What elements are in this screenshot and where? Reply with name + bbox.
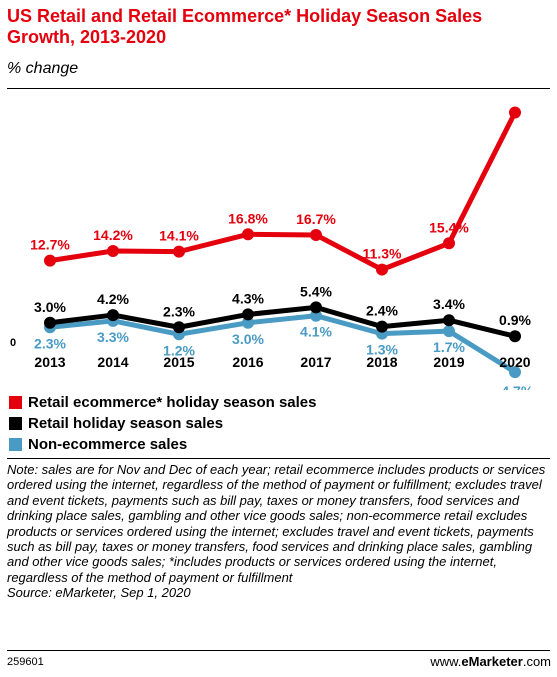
data-label-retail-2015: 2.3% [163,303,195,319]
data-label-ecommerce-2018: 11.3% [363,246,402,262]
point-retail-2018 [376,320,388,333]
top-rule [7,88,550,89]
point-retail-2020 [509,330,521,343]
series-line-ecommerce [49,111,518,273]
brand-suffix: .com [522,654,551,669]
point-retail-2015 [173,321,185,334]
point-retail-2014 [107,309,119,322]
point-ecommerce-2018 [376,263,388,276]
data-label-retail-2013: 3.0% [34,299,66,315]
x-tick-label-2014: 2014 [97,354,128,370]
data-label-ecommerce-2016: 16.8% [228,210,268,226]
footnote: Note: sales are for Nov and Dec of each … [7,462,552,601]
data-label-ecommerce-2019: 15.4% [429,219,469,235]
axis-layer: 0 2013 2014 2015 2016 2017 2018 2019 2020 [10,337,531,370]
x-tick-label-2013: 2013 [34,354,65,370]
line-chart: 0 2013 2014 2015 2016 2017 2018 2019 2020 12.7% 1… [10,106,534,390]
data-label-nonecommerce-2018: 1.3% [366,342,398,358]
chart-title: US Retail and Retail Ecommerce* Holiday … [7,6,483,47]
point-ecommerce-2019 [443,237,455,250]
legend-label-retail: Retail holiday season sales [28,415,224,432]
data-label-nonecommerce-2020: -4.7% [497,383,534,390]
point-retail-2019 [443,314,455,327]
x-tick-label-2020: 2020 [499,354,530,370]
label-layer: 12.7%14.2%14.1%16.8%16.7%11.3%15.4%35.8%… [30,210,534,390]
note-rule [7,458,550,459]
data-label-ecommerce-2014: 14.2% [93,227,133,243]
source-text: Source: eMarketer, Sep 1, 2020 [7,585,191,601]
point-retail-2017 [310,301,322,314]
point-nonecommerce-2019 [443,325,455,338]
x-tick-label-2019: 2019 [433,354,464,370]
point-ecommerce-2014 [107,244,119,257]
brand-link[interactable]: www.eMarketer.com [430,654,551,669]
data-label-nonecommerce-2013: 2.3% [34,335,66,351]
brand-prefix: www. [430,654,462,669]
zero-label: 0 [10,337,16,349]
data-label-retail-2020: 0.9% [499,312,531,328]
legend-item-retail: Retail holiday season sales [9,413,316,434]
data-label-ecommerce-2013: 12.7% [30,237,70,253]
footer-rule [7,650,550,651]
x-tick-label-2016: 2016 [232,354,263,370]
data-label-retail-2018: 2.4% [366,303,398,319]
point-nonecommerce-2016 [242,316,254,329]
data-label-nonecommerce-2019: 1.7% [433,339,465,355]
point-ecommerce-2015 [173,245,185,258]
x-tick-label-2017: 2017 [300,354,331,370]
data-label-retail-2016: 4.3% [232,290,264,306]
chart-subtitle: % change [7,60,79,77]
chart-id: 259601 [7,656,44,668]
brand-name: eMarketer [461,654,523,669]
point-nonecommerce-2017 [310,309,322,322]
point-ecommerce-2016 [242,228,254,241]
data-label-nonecommerce-2014: 3.3% [97,329,129,345]
point-retail-2013 [44,316,56,329]
series-line-nonecommerce [49,313,517,375]
series-layer [44,106,521,379]
x-tick-label-2018: 2018 [366,354,397,370]
point-retail-2016 [242,308,254,321]
legend-label-nonecommerce: Non-ecommerce sales [28,436,188,453]
point-ecommerce-2017 [310,228,322,241]
data-label-nonecommerce-2017: 4.1% [300,324,332,340]
legend-item-nonecommerce: Non-ecommerce sales [9,434,316,455]
data-label-ecommerce-2017: 16.7% [296,211,336,227]
point-ecommerce-2020 [509,106,521,119]
point-ecommerce-2013 [44,254,56,267]
point-nonecommerce-2020 [509,366,521,379]
data-label-retail-2019: 3.4% [433,296,465,312]
data-label-nonecommerce-2015: 1.2% [163,342,195,358]
legend: Retail ecommerce* holiday season sales R… [9,392,316,455]
series-line-retail [49,304,516,339]
legend-item-ecommerce: Retail ecommerce* holiday season sales [9,392,316,413]
data-label-ecommerce-2015: 14.1% [159,228,199,244]
x-tick-label-2015: 2015 [163,354,194,370]
legend-label-ecommerce: Retail ecommerce* holiday season sales [28,394,317,411]
data-label-nonecommerce-2016: 3.0% [232,331,264,347]
legend-swatch-nonecommerce [9,438,22,451]
note-text: Note: sales are for Nov and Dec of each … [7,462,546,585]
data-label-retail-2017: 5.4% [300,283,332,299]
data-label-retail-2014: 4.2% [97,291,129,307]
legend-swatch-retail [9,417,22,430]
legend-swatch-ecommerce [9,396,22,409]
